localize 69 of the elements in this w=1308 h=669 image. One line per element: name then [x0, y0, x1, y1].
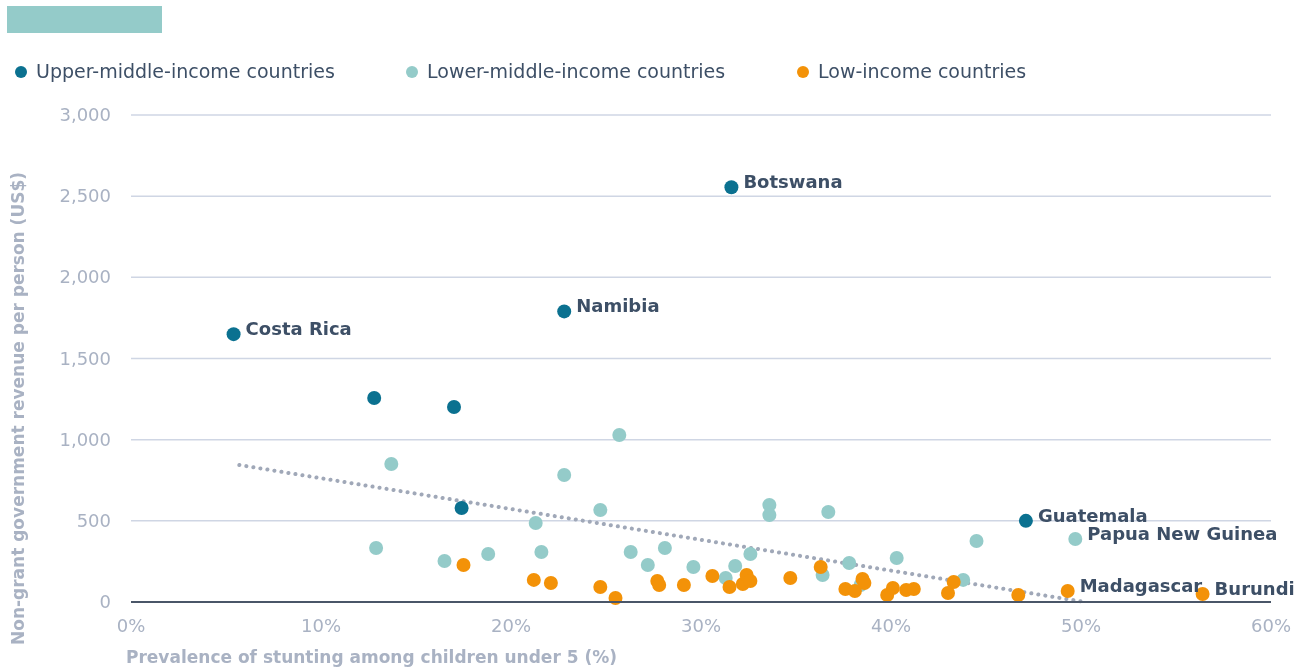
- point: [857, 576, 872, 591]
- annotation: Botswana: [743, 171, 843, 193]
- point: [1018, 513, 1033, 528]
- point: [226, 327, 241, 342]
- x-tick-label: 30%: [680, 615, 722, 636]
- x-axis-title: Prevalence of stunting among children under 5 (%): [126, 647, 618, 667]
- point: [367, 390, 382, 405]
- point: [889, 551, 904, 566]
- point: [593, 580, 608, 595]
- point: [676, 577, 691, 592]
- x-tick-label: 10%: [300, 615, 342, 636]
- point: [743, 546, 758, 561]
- point: [557, 304, 572, 319]
- legend-label: Upper-middle-income countries: [36, 60, 335, 82]
- point: [783, 570, 798, 585]
- point: [447, 400, 461, 415]
- y-tick-label: 3,000: [59, 104, 111, 125]
- point: [557, 468, 572, 483]
- point: [456, 557, 471, 572]
- point: [454, 501, 469, 516]
- y-tick-label: 2,500: [59, 185, 111, 207]
- point: [847, 583, 862, 598]
- point: [543, 576, 558, 591]
- point: [437, 553, 452, 568]
- annotation: Costa Rica: [245, 318, 352, 340]
- y-tick-label: 1,500: [59, 347, 111, 369]
- y-tick-label: 1,000: [59, 428, 111, 450]
- annotation: Papua New Guinea: [1087, 523, 1278, 545]
- point: [384, 457, 399, 472]
- y-tick-label: 0: [99, 591, 111, 612]
- point: [705, 569, 720, 584]
- legend-label: Low-income countries: [818, 60, 1027, 82]
- annotation: Madagascar: [1079, 574, 1203, 596]
- point: [593, 502, 608, 517]
- annotation: Burundi: [1214, 578, 1295, 600]
- point: [1060, 583, 1075, 598]
- x-tick-label: 0%: [116, 615, 146, 636]
- x-tick-label: 60%: [1250, 615, 1292, 636]
- y-tick-label: 2,000: [59, 266, 111, 288]
- y-tick-label: 500: [76, 509, 111, 531]
- point: [528, 515, 543, 530]
- point: [946, 575, 961, 590]
- legend-label: Lower-middle-income countries: [427, 60, 726, 82]
- point: [941, 586, 955, 601]
- point: [369, 540, 384, 555]
- point: [722, 580, 737, 595]
- point: [534, 545, 549, 559]
- point: [821, 505, 836, 520]
- point: [842, 556, 857, 571]
- point: [612, 427, 627, 442]
- point: [969, 533, 984, 548]
- point: [481, 546, 496, 561]
- point: [1011, 588, 1026, 603]
- point: [728, 558, 743, 573]
- y-axis-title: Non-grant government revenue per person (US$): [8, 171, 28, 646]
- point: [1068, 532, 1083, 547]
- point: [640, 557, 655, 572]
- point: [657, 540, 672, 555]
- point: [623, 545, 638, 559]
- x-tick-label: 20%: [490, 615, 532, 636]
- point: [526, 572, 541, 587]
- point: [885, 581, 900, 596]
- point: [813, 559, 828, 574]
- annotation: Namibia: [576, 295, 660, 317]
- point: [686, 559, 701, 574]
- x-tick-label: 50%: [1060, 615, 1102, 636]
- annotation: Guatemala: [1037, 504, 1148, 526]
- point: [724, 180, 739, 195]
- x-tick-label: 40%: [870, 615, 912, 636]
